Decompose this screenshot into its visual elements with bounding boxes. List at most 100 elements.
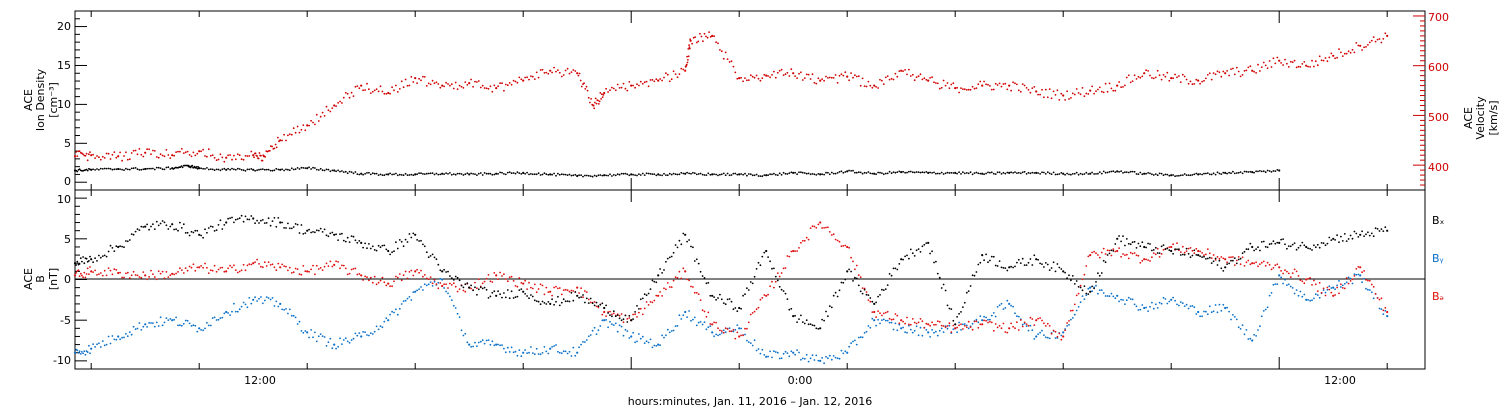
by-point [913, 329, 916, 332]
velocity-point [1376, 38, 1379, 41]
bx-point [1376, 228, 1379, 230]
bx-point [1137, 242, 1140, 245]
density-point [152, 167, 154, 170]
density-point [501, 171, 503, 174]
velocity-point [1027, 89, 1030, 91]
density-point [227, 167, 230, 170]
bx-point [528, 297, 530, 300]
bx-point [701, 275, 704, 277]
density-point [233, 168, 235, 171]
by-point [645, 340, 648, 343]
by-point [890, 321, 893, 324]
density-point [680, 171, 683, 174]
bx-point [618, 317, 621, 320]
velocity-point [387, 91, 390, 95]
velocity-point [146, 148, 149, 151]
velocity-point [1168, 79, 1171, 82]
bz-point [312, 264, 314, 267]
bz-point [279, 266, 282, 269]
bx-point [499, 293, 501, 296]
velocity-point [618, 87, 621, 89]
bx-point [113, 250, 116, 253]
velocity-point [238, 154, 241, 157]
by-point [759, 352, 762, 355]
by-point [1235, 318, 1238, 321]
by-point [306, 331, 309, 334]
velocity-point [391, 86, 393, 89]
bz-point [1245, 261, 1248, 264]
bx-point [1233, 257, 1236, 259]
density-point [181, 166, 184, 169]
velocity-point [809, 78, 812, 80]
velocity-point [927, 79, 930, 82]
bx-point [194, 229, 197, 232]
by-point [117, 335, 120, 338]
density-point [476, 174, 478, 177]
density-point [136, 168, 139, 171]
bz-point [927, 323, 930, 326]
density-point [888, 170, 891, 173]
by-point [879, 322, 881, 325]
density-point [221, 168, 224, 171]
density-point [1212, 172, 1215, 175]
density-point [98, 168, 100, 171]
by-point [537, 353, 540, 355]
density-point [339, 170, 341, 173]
bz-point [258, 263, 260, 265]
bz-point [431, 282, 434, 285]
velocity-point [1095, 90, 1097, 93]
bx-point [310, 231, 312, 234]
by-point [786, 352, 789, 354]
bz-point [1154, 253, 1157, 256]
velocity-point [202, 148, 205, 151]
bx-point [776, 279, 779, 282]
bx-point [383, 244, 386, 247]
velocity-point [821, 78, 823, 80]
bx-point [915, 249, 918, 252]
velocity-point [1305, 64, 1308, 67]
velocity-point [1122, 86, 1124, 88]
bz-point [936, 320, 939, 323]
bz-point [790, 250, 793, 253]
density-point [611, 175, 613, 177]
bz-point [969, 326, 972, 328]
bz-point [560, 293, 563, 296]
density-point [958, 171, 960, 174]
density-point [431, 172, 434, 175]
velocity-point [651, 79, 654, 81]
velocity-point [774, 76, 777, 79]
bx-point [796, 321, 798, 323]
velocity-point [892, 78, 895, 81]
bx-point [1307, 247, 1309, 250]
by-point [499, 344, 501, 347]
velocity-point [1378, 38, 1381, 40]
bx-point [620, 319, 623, 322]
velocity-point [186, 150, 189, 153]
by-point [842, 352, 845, 355]
by-point [1289, 285, 1292, 288]
bz-point [695, 291, 698, 294]
by-point [204, 327, 206, 330]
bz-point [680, 277, 683, 280]
by-point [1233, 316, 1236, 318]
velocity-point [1199, 82, 1201, 85]
velocity-point [1345, 52, 1348, 55]
bz-point [1191, 249, 1194, 252]
bz-point [477, 278, 480, 281]
velocity-point [1255, 72, 1257, 74]
bz-point [86, 267, 89, 270]
velocity-point [341, 102, 343, 104]
bx-point [892, 267, 895, 270]
velocity-point [420, 79, 422, 82]
density-point [869, 172, 872, 175]
velocity-point [209, 154, 212, 157]
velocity-point [126, 158, 129, 161]
by-point [485, 339, 488, 342]
bx-point [977, 263, 980, 266]
bz-point [159, 272, 162, 275]
bz-point [747, 321, 750, 324]
bx-point [317, 229, 320, 232]
velocity-point [462, 87, 465, 89]
bz-point [805, 236, 808, 239]
bz-point [1181, 245, 1184, 248]
